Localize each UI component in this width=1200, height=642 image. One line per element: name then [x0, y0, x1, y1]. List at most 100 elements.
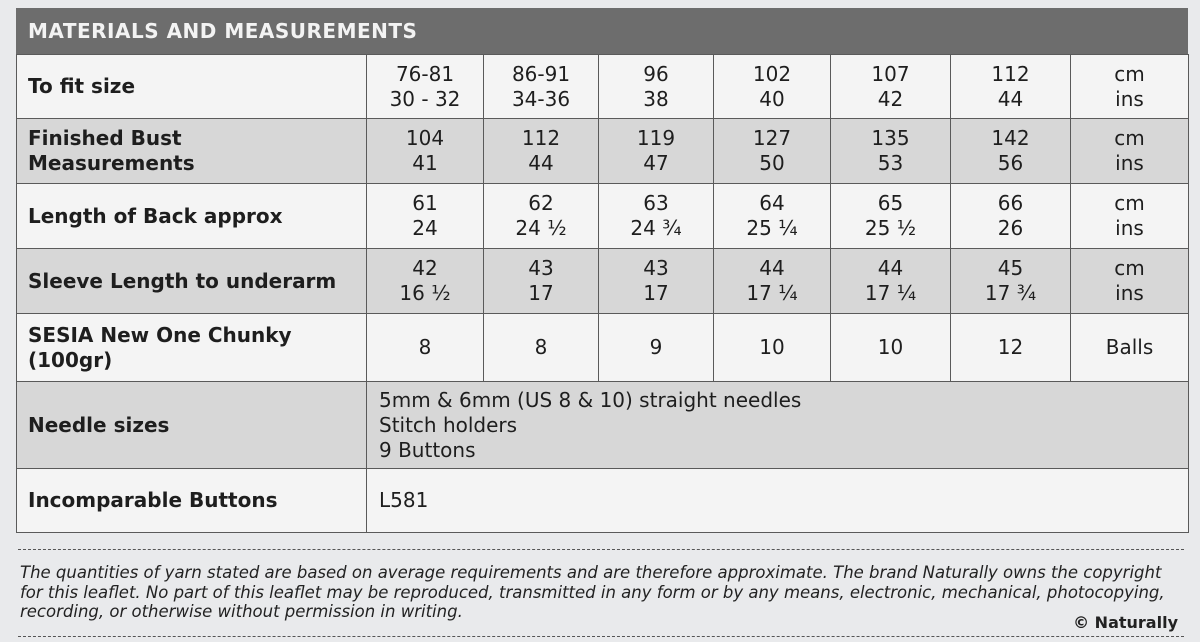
size-value-cell: 62 24 ½ — [483, 183, 599, 249]
cell-line: 25 ½ — [864, 216, 917, 240]
cell-line: 56 — [997, 151, 1024, 175]
cell-line: 42 — [877, 86, 904, 111]
measurements-table-body: To fit size 76-81 30 - 32 86-91 34-36 96 38 102… — [16, 54, 1189, 533]
cell-line: 17 — [528, 281, 554, 305]
cell-line: 41 — [412, 151, 438, 175]
cell-line: 44 — [528, 151, 554, 175]
cell-line: 5mm & 6mm (US 8 & 10) straight needles — [379, 387, 802, 412]
size-value-cell: 10 — [830, 313, 951, 382]
disclaimer-line-3: recording, or otherwise without permissi… — [20, 602, 463, 621]
cell-line: 96 — [643, 61, 669, 86]
section-title-text: MATERIALS AND MEASUREMENTS — [28, 19, 418, 43]
size-value-cell: 112 44 — [483, 118, 599, 184]
size-value-cell: 64 25 ¼ — [713, 183, 831, 249]
size-value-cell: 65 25 ½ — [830, 183, 951, 249]
row-label: Incomparable Buttons — [16, 468, 367, 533]
table-row: Length of Back approx 61 24 62 24 ½ 63 24 ¾ 64 2… — [16, 183, 1189, 249]
size-value-cell: 43 17 — [598, 248, 714, 314]
cell-line: Length of Back approx — [28, 203, 283, 228]
cell-line: 34-36 — [511, 86, 571, 111]
cell-line: 63 — [643, 191, 669, 215]
cell-line: 25 ¼ — [746, 216, 798, 240]
cell-line: 47 — [643, 151, 669, 175]
disclaimer: The quantities of yarn stated are based … — [20, 563, 1184, 622]
cell-line: 44 — [877, 256, 904, 280]
cell-line: cm — [1114, 126, 1145, 150]
cell-line: 17 ¼ — [864, 281, 917, 305]
row-label: To fit size — [16, 54, 367, 119]
cell-line: 38 — [643, 86, 669, 111]
table-row: To fit size 76-81 30 - 32 86-91 34-36 96 38 102… — [16, 54, 1189, 119]
table-row: Sleeve Length to underarm 42 16 ½ 43 17 43 17 4… — [16, 248, 1189, 314]
disclaimer-line-1: The quantities of yarn stated are based … — [20, 563, 1162, 582]
size-value-cell: 66 26 — [950, 183, 1071, 249]
cell-line: SESIA New One Chunky — [28, 322, 292, 347]
cell-line: 30 - 32 — [389, 86, 461, 111]
cell-line: 45 — [997, 256, 1024, 280]
table-row: SESIA New One Chunky (100gr) 8 8 9 10 10 12 Ball… — [16, 313, 1189, 382]
row-label: Needle sizes — [16, 381, 367, 469]
cell-line: 107 — [871, 61, 910, 86]
cell-line: ins — [1115, 86, 1144, 111]
cell-line: cm — [1114, 256, 1145, 280]
size-value-cell: 104 41 — [366, 118, 484, 184]
cell-line: 86-91 — [511, 61, 571, 86]
cell-line: 10 — [877, 335, 904, 359]
size-value-cell: 44 17 ¼ — [830, 248, 951, 314]
cell-line: 24 ¾ — [630, 216, 682, 240]
size-value-cell: 44 17 ¼ — [713, 248, 831, 314]
size-value-cell: 76-81 30 - 32 — [366, 54, 484, 119]
size-value-cell: 10 — [713, 313, 831, 382]
cell-line: Stitch holders — [379, 412, 518, 437]
unit-cell: cm ins — [1070, 118, 1189, 184]
cell-line: Sleeve Length to underarm — [28, 268, 337, 293]
cell-line: 43 — [528, 256, 554, 280]
cell-line: 50 — [759, 151, 785, 175]
cell-line: 8 — [534, 335, 548, 359]
cell-line: 112 — [991, 61, 1030, 86]
unit-cell: cm ins — [1070, 248, 1189, 314]
cell-line: 102 — [752, 61, 792, 86]
size-value-cell: 43 17 — [483, 248, 599, 314]
cell-line: cm — [1114, 191, 1145, 215]
cell-line: 53 — [877, 151, 904, 175]
cell-line: 40 — [759, 86, 785, 111]
cell-line: 24 — [412, 216, 438, 240]
size-value-cell: 63 24 ¾ — [598, 183, 714, 249]
row-label: Finished Bust Measurements — [16, 118, 367, 184]
size-value-cell: 135 53 — [830, 118, 951, 184]
cell-line: ins — [1115, 281, 1144, 305]
cell-line: 26 — [997, 216, 1024, 240]
cell-line: cm — [1114, 61, 1145, 86]
cell-line: 76-81 — [395, 61, 455, 86]
size-value-cell: 142 56 — [950, 118, 1071, 184]
cell-line: 135 — [871, 126, 910, 150]
size-value-cell: 96 38 — [598, 54, 714, 119]
divider-bottom — [18, 636, 1184, 637]
size-value-cell: 42 16 ½ — [366, 248, 484, 314]
cell-line: 44 — [759, 256, 785, 280]
size-value-cell: 119 47 — [598, 118, 714, 184]
disclaimer-line-2: for this leaflet. No part of this leafle… — [20, 582, 1165, 602]
cell-line: 44 — [997, 86, 1024, 111]
row-label: Sleeve Length to underarm — [16, 248, 367, 314]
size-value-cell: 107 42 — [830, 54, 951, 119]
cell-line: 65 — [877, 191, 904, 215]
cell-line: 8 — [418, 335, 432, 359]
cell-line: Balls — [1105, 335, 1154, 359]
size-value-cell: 8 — [483, 313, 599, 382]
cell-line: 9 Buttons — [379, 437, 476, 462]
cell-line: 24 ½ — [515, 216, 567, 240]
cell-line: 62 — [528, 191, 554, 215]
measurements-table: To fit size 76-81 30 - 32 86-91 34-36 96 38 102… — [16, 54, 1189, 533]
cell-line: 104 — [405, 126, 445, 150]
cell-line: 9 — [649, 335, 663, 359]
cell-line: To fit size — [28, 74, 136, 98]
row-label: SESIA New One Chunky (100gr) — [16, 313, 367, 382]
cell-line: 17 ¾ — [984, 281, 1037, 305]
cell-line: Finished Bust — [28, 126, 182, 150]
table-row: Finished Bust Measurements 104 41 112 44 119 47… — [16, 118, 1189, 184]
size-value-cell: 127 50 — [713, 118, 831, 184]
cell-line: 42 — [412, 256, 438, 280]
buttons-code: L581 — [366, 468, 1189, 533]
